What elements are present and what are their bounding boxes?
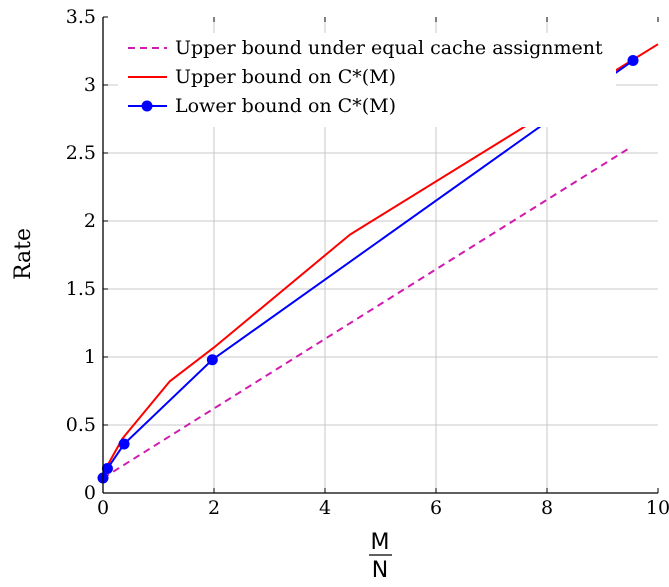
legend-marker [141,100,153,112]
data-point [101,463,113,475]
x-tick-label: 2 [208,497,220,519]
axes [102,16,659,494]
y-tick-label: 0.5 [66,414,96,436]
x-tick-label: 0 [97,497,109,519]
legend-label: Lower bound on C*(M) [175,95,396,117]
x-axis-label: M N [369,530,392,583]
legend-entry: Upper bound on C*(M) [128,66,396,88]
y-tick-label: 2 [84,210,96,232]
x-axis-label-denominator: N [372,558,388,582]
y-tick-label: 1 [84,346,96,368]
legend-entry: Lower bound on C*(M) [128,95,396,117]
y-axis-label: Rate [11,228,36,280]
y-tick-label: 0 [84,482,96,504]
series-line [102,146,631,479]
legend-box [118,33,616,127]
x-tick-label: 4 [319,497,331,519]
y-tick-label: 1.5 [66,278,96,300]
tick-labels: 0 2 4 6 8 10 0 0.5 1 1.5 2 2.5 3 3.5 [66,6,669,519]
legend: Upper bound under equal cache assignment… [118,33,616,127]
data-point [627,55,639,67]
y-tick-label: 3.5 [66,6,96,28]
x-tick-label: 10 [646,497,669,519]
y-tick-label: 2.5 [66,142,96,164]
data-point [206,354,218,366]
data-point [118,438,130,450]
y-tick-label: 3 [84,74,96,96]
legend-label: Upper bound on C*(M) [175,66,396,88]
x-tick-label: 6 [430,497,442,519]
x-tick-label: 8 [541,497,553,519]
legend-entry: Upper bound under equal cache assignment [128,37,603,59]
x-axis-label-numerator: M [371,530,390,555]
series-1 [102,146,631,479]
legend-label: Upper bound under equal cache assignment [175,37,603,59]
